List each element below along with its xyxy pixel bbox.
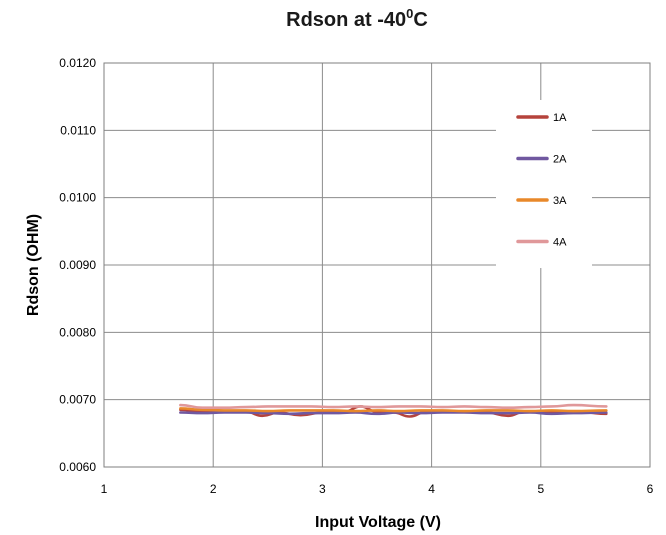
x-tick-label: 5 (537, 482, 544, 496)
y-tick-label: 0.0090 (59, 258, 96, 272)
legend-label: 1A (553, 112, 567, 124)
chart-title: Rdson at -400C (286, 6, 428, 31)
x-axis-title: Input Voltage (V) (315, 514, 441, 531)
legend-label: 4A (553, 237, 567, 249)
series-line-4a (179, 403, 608, 410)
y-tick-label: 0.0080 (59, 325, 96, 339)
x-tick-label: 1 (101, 482, 108, 496)
x-tick-label: 6 (647, 482, 654, 496)
y-tick-label: 0.0070 (59, 393, 96, 407)
y-axis-title: Rdson (OHM) (25, 214, 42, 316)
y-tick-labels: 0.0060 0.0070 0.0080 0.0090 0.0100 0.0110 0.01… (59, 56, 96, 474)
y-tick-label: 0.0100 (59, 191, 96, 205)
y-tick-label: 0.0060 (59, 460, 96, 474)
x-tick-label: 2 (210, 482, 217, 496)
plot-frame (103, 62, 651, 468)
legend-label: 2A (553, 154, 567, 166)
y-tick-label: 0.0120 (59, 56, 96, 70)
series-group (179, 403, 608, 418)
x-tick-labels: 1 2 3 4 5 6 (101, 482, 654, 496)
legend-label: 3A (553, 195, 567, 207)
y-tick-label: 0.0110 (60, 123, 96, 137)
chart-title-suffix: C (413, 9, 427, 31)
series-line-2a (179, 411, 608, 416)
x-tick-label: 3 (319, 482, 326, 496)
x-tick-label: 4 (428, 482, 435, 496)
legend: 1A 2A 3A 4A (496, 100, 592, 268)
series-line-3a (179, 407, 608, 413)
chart-title-superscript: 0 (406, 6, 413, 21)
